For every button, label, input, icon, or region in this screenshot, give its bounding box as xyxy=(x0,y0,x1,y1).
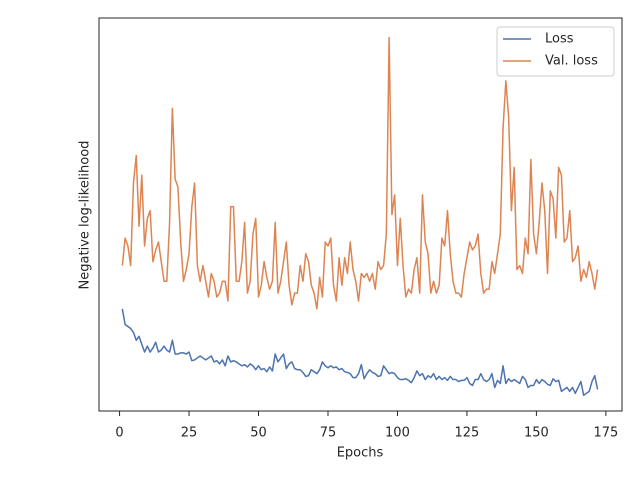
x-tick-label: 50 xyxy=(250,426,267,441)
x-tick-label: 175 xyxy=(593,426,618,441)
series-line xyxy=(121,36,599,310)
legend-label: Loss xyxy=(545,32,574,47)
x-tick-label: 125 xyxy=(455,426,480,441)
x-tick-label: 150 xyxy=(524,426,549,441)
series-line xyxy=(121,308,599,397)
x-tick-label: 75 xyxy=(320,426,337,441)
x-tick-label: 0 xyxy=(115,426,123,441)
x-axis-label: Epochs xyxy=(337,446,384,461)
plot-frame xyxy=(98,17,623,412)
x-tick-label: 25 xyxy=(181,426,198,441)
legend-label: Val. loss xyxy=(545,54,598,69)
x-tick-label: 100 xyxy=(385,426,410,441)
y-axis-label: Negative log-likelihood xyxy=(78,141,93,290)
